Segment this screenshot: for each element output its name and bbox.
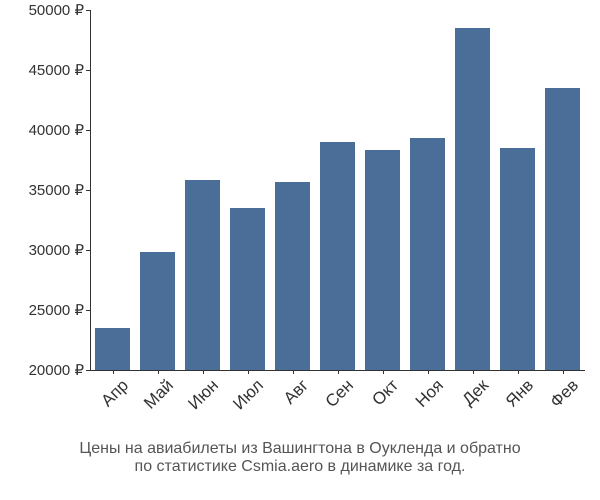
caption-line-2: по статистике Csmia.aero в динамике за г…: [0, 458, 600, 476]
price-chart: 20000 ₽ 25000 ₽ 30000 ₽ 35000 ₽ 40000 ₽ 45000…: [0, 0, 600, 500]
plot-area: 20000 ₽25000 ₽30000 ₽35000 ₽40000 ₽45000…: [90, 10, 585, 370]
x-tick-label: Июл: [223, 370, 267, 414]
y-tick-label: 50000 ₽: [29, 1, 90, 19]
x-tick-label: Фев: [540, 370, 582, 412]
bar: [410, 138, 445, 370]
x-tick-label: Ноя: [406, 370, 448, 412]
bar: [230, 208, 265, 370]
x-tick-label: Авг: [274, 370, 313, 409]
y-tick-label: 25000 ₽: [29, 301, 90, 319]
caption-line-1: Цены на авиабилеты из Вашингтона в Оукле…: [0, 440, 600, 458]
x-tick-label: Май: [134, 370, 177, 413]
x-tick-label: Окт: [362, 370, 402, 410]
bar: [365, 150, 400, 370]
y-axis-line: [90, 10, 91, 370]
y-tick-label: 20000 ₽: [29, 361, 90, 379]
bar: [455, 28, 490, 370]
x-tick-label: Апр: [91, 370, 132, 411]
bar: [140, 252, 175, 370]
bar: [95, 328, 130, 370]
y-tick-label: 30000 ₽: [29, 241, 90, 259]
x-tick-label: Июн: [178, 370, 222, 414]
bar: [500, 148, 535, 370]
bar: [185, 180, 220, 370]
chart-caption: Цены на авиабилеты из Вашингтона в Оукле…: [0, 440, 600, 476]
y-tick-label: 35000 ₽: [29, 181, 90, 199]
x-tick-label: Янв: [496, 370, 538, 412]
y-tick-label: 45000 ₽: [29, 61, 90, 79]
bar: [545, 88, 580, 370]
x-tick-label: Дек: [452, 370, 492, 410]
bar: [275, 182, 310, 370]
bar: [320, 142, 355, 370]
x-tick-label: Сен: [315, 370, 357, 412]
y-tick-label: 40000 ₽: [29, 121, 90, 139]
